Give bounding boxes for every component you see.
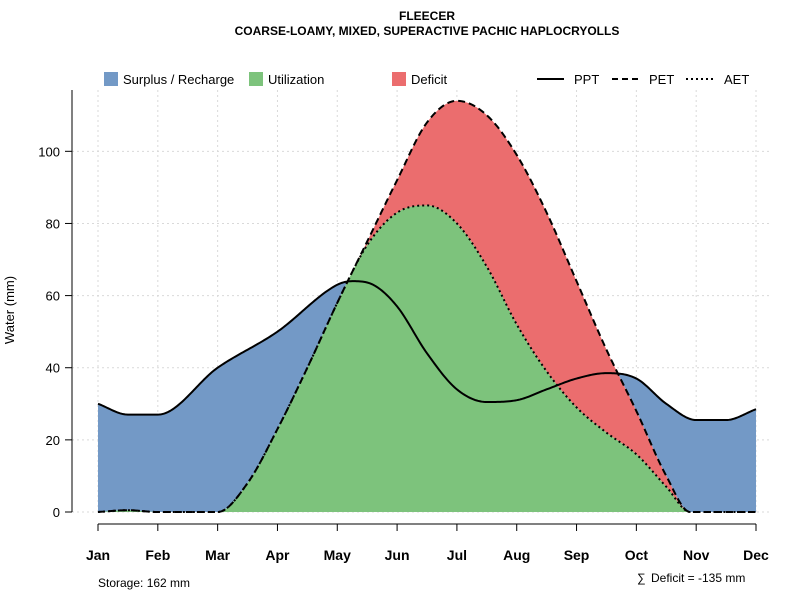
y-axis-label: Water (mm) [2,276,17,344]
x-tick-label-may: May [324,547,351,563]
y-tick-label: 20 [46,433,60,448]
axes: 0 20 40 60 80 100 Jan Feb Mar Apr May Jun Jul Aug Sep O… [38,90,769,563]
x-tick-label-aug: Aug [503,547,530,563]
legend-label-utilization: Utilization [268,72,324,87]
x-tick-label-nov: Nov [683,547,710,563]
deficit-note: Deficit = -135 mm [651,571,745,585]
series-line-aet [97,204,756,513]
series-line-ppt [97,280,757,422]
x-tick-label-jan: Jan [86,547,110,563]
y-tick-label: 100 [38,144,60,159]
legend-label-pet: PET [649,72,674,87]
y-tick-label: 40 [46,361,60,376]
area-surplus-recharge [98,100,756,512]
deficit-sum-symbol: ∑ [637,571,646,585]
x-tick-label-jun: Jun [385,547,410,563]
series-line-pet [97,99,756,513]
x-tick-label-oct: Oct [625,547,649,563]
area-utilization [98,205,756,513]
x-tick-label-mar: Mar [205,547,230,563]
legend-swatch-utilization [249,72,263,86]
legend-label-surplus: Surplus / Recharge [123,72,234,87]
legend-label-ppt: PPT [574,72,599,87]
x-tick-label-jul: Jul [447,547,467,563]
area-deficit [98,100,756,512]
x-tick-label-feb: Feb [145,547,170,563]
y-tick-label: 80 [46,216,60,231]
legend-swatch-deficit [392,72,406,86]
chart-title: FLEECER [399,9,455,23]
plot-lines [97,99,757,513]
y-tick-label: 0 [53,505,60,520]
x-tick-label-apr: Apr [265,547,290,563]
chart-subtitle: COARSE-LOAMY, MIXED, SUPERACTIVE PACHIC … [235,24,620,38]
storage-note: Storage: 162 mm [98,576,190,590]
plot-areas [98,100,756,513]
legend-label-aet: AET [724,72,749,87]
legend: Surplus / Recharge Utilization Deficit P… [104,72,749,87]
legend-label-deficit: Deficit [411,72,448,87]
x-tick-label-dec: Dec [743,547,769,563]
legend-swatch-surplus [104,72,118,86]
y-tick-label: 60 [46,289,60,304]
x-tick-label-sep: Sep [564,547,590,563]
